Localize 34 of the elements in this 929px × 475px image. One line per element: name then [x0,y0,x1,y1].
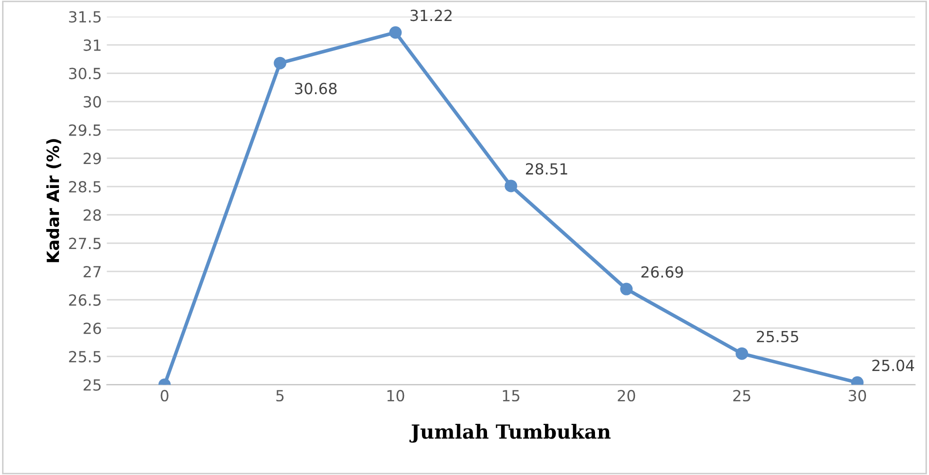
x-tick-label: 30 [848,390,866,402]
y-tick-label: 31 [84,39,101,51]
x-tick-label: 20 [618,390,636,402]
data-label: 30.68 [295,82,337,94]
y-tick-label: 29.5 [69,124,101,136]
point [736,347,748,360]
data-label: 25.04 [872,360,914,372]
y-tick-label: 26 [84,322,102,334]
y-tick-label: 28 [84,209,101,221]
x-tick-label: 15 [502,390,520,402]
point [389,26,402,39]
x-tick-label: 0 [160,390,168,402]
x-axis-title: Jumlah Tumbukan [409,424,611,443]
y-tick-label: 30.5 [69,68,101,80]
y-tick-label: 26.5 [69,294,101,306]
x-tick-label: 5 [276,390,284,402]
y-tick-label: 31.5 [69,11,101,23]
x-tick-label: 10 [387,390,404,402]
data-label: 28.51 [526,163,568,175]
point [620,282,633,296]
y-tick-label: 30 [84,96,101,108]
y-tick-label: 27.5 [69,238,101,250]
x-tick-label: 25 [733,390,750,402]
point [504,180,518,192]
data-label: 26.69 [641,266,683,278]
point [274,56,286,70]
y-tick-label: 28.5 [69,180,101,193]
y-tick-label: 27 [84,266,101,278]
data-label: 31.22 [410,10,452,22]
y-tick-label: 25.5 [69,350,101,362]
y-tick-label: 29 [84,152,101,164]
y-axis-title: Kadar Air (%) [46,139,62,262]
y-tick-label: 25 [84,379,101,391]
data-label: 25.55 [756,330,798,342]
